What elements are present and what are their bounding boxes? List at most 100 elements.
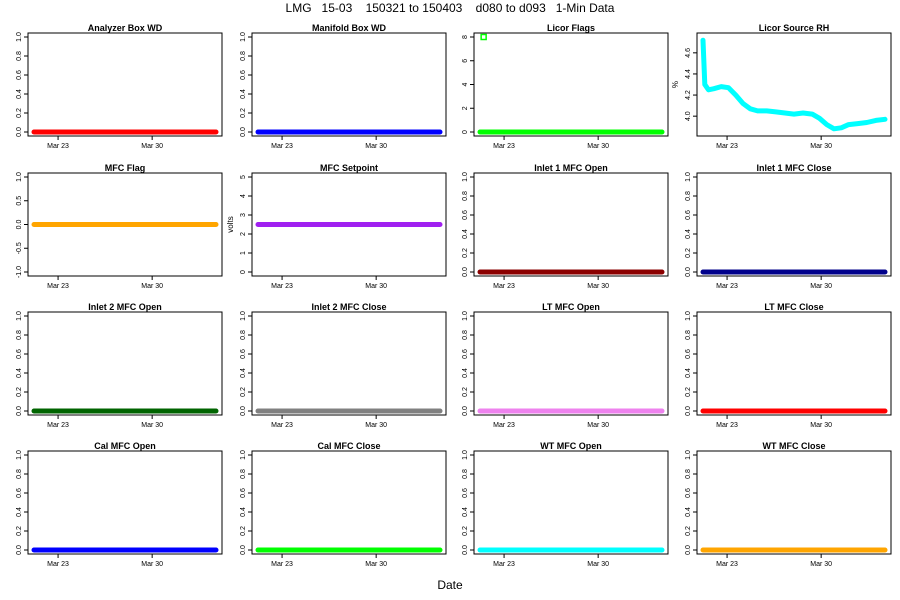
y-tick-label: 4.0 <box>685 111 692 121</box>
data-point <box>480 33 487 41</box>
chart-panel: MFC Setpoint 0 1 2 3 4 5 volts Mar 23 Mar 30 <box>226 163 447 290</box>
y-tick-label: 0.4 <box>240 507 247 517</box>
y-tick-label: 0.0 <box>685 267 692 277</box>
x-tick-label: Mar 30 <box>141 422 163 429</box>
y-tick-label: 0.0 <box>240 545 247 555</box>
x-tick-label: Mar 30 <box>141 561 163 568</box>
y-tick-label: 0.8 <box>685 330 692 340</box>
y-tick-label: 0.0 <box>16 127 23 137</box>
y-tick-label: 1.0 <box>16 311 23 321</box>
y-tick-label: 0.6 <box>462 349 469 359</box>
y-tick-label: 0.8 <box>685 191 692 201</box>
chart-panel: LT MFC Close 0.0 0.2 0.4 0.6 0.8 1.0 Mar 23 Mar … <box>685 302 892 429</box>
y-axis-label: volts <box>226 216 235 232</box>
figure-title: LMG 15-03 150321 to 150403 d080 to d093 … <box>285 1 615 15</box>
x-tick-label: Mar 30 <box>587 422 609 429</box>
y-tick-label: 0.4 <box>16 89 23 99</box>
y-tick-label: 0.8 <box>16 469 23 479</box>
y-tick-label: 0.2 <box>16 108 23 118</box>
y-tick-label: 1.0 <box>240 311 247 321</box>
x-tick-label: Mar 30 <box>587 561 609 568</box>
y-tick-label: 1.0 <box>240 32 247 42</box>
y-tick-label: 4.6 <box>685 48 692 58</box>
y-tick-label: 0.0 <box>462 545 469 555</box>
chart-panel: Inlet 2 MFC Close 0.0 0.2 0.4 0.6 0.8 1.0 Mar 2… <box>240 302 447 429</box>
y-tick-label: 0.4 <box>16 368 23 378</box>
plot-frame <box>27 450 223 555</box>
chart-title: Cal MFC Close <box>317 441 380 451</box>
x-tick-label: Mar 30 <box>365 561 387 568</box>
y-tick-label: 0.2 <box>240 108 247 118</box>
y-tick-label: 0.6 <box>462 488 469 498</box>
y-tick-label: 0.6 <box>240 349 247 359</box>
chart-panel: Analyzer Box WD 0.0 0.2 0.4 0.6 0.8 1.0 Mar 23 M… <box>16 23 223 150</box>
x-tick-label: Mar 23 <box>47 283 69 290</box>
y-tick-label: 0.0 <box>240 127 247 137</box>
y-tick-label: 0.6 <box>685 488 692 498</box>
x-tick-label: Mar 23 <box>271 561 293 568</box>
y-tick-label: 0.6 <box>240 488 247 498</box>
y-tick-label: 0.6 <box>685 349 692 359</box>
chart-title: LT MFC Open <box>542 302 600 312</box>
y-tick-label: 0.8 <box>16 330 23 340</box>
plot-frame <box>696 311 892 416</box>
plot-frame <box>473 450 669 555</box>
y-tick-label: 3 <box>240 213 247 217</box>
chart-panel: WT MFC Open 0.0 0.2 0.4 0.6 0.8 1.0 Mar 23 Mar 3… <box>462 441 669 568</box>
x-tick-label: Mar 30 <box>141 283 163 290</box>
y-tick-label: 0.2 <box>462 387 469 397</box>
y-tick-label: 0.2 <box>462 526 469 536</box>
x-axis-label: Date <box>437 578 463 592</box>
y-tick-label: 0.2 <box>240 387 247 397</box>
y-tick-label: 8 <box>462 35 469 39</box>
plot-frame <box>696 450 892 555</box>
y-tick-label: 0.8 <box>240 330 247 340</box>
chart-panel: Cal MFC Close 0.0 0.2 0.4 0.6 0.8 1.0 Mar 23 Mar… <box>240 441 447 568</box>
y-tick-label: 2 <box>240 232 247 236</box>
y-tick-label: 0.8 <box>685 469 692 479</box>
y-tick-label: 0.2 <box>685 526 692 536</box>
x-tick-label: Mar 30 <box>365 422 387 429</box>
y-tick-label: 0.4 <box>462 368 469 378</box>
y-tick-label: 4.4 <box>685 69 692 79</box>
y-tick-label: 0.6 <box>16 349 23 359</box>
plot-frame <box>473 32 669 137</box>
y-tick-label: 0.0 <box>462 267 469 277</box>
y-tick-label: 4 <box>462 82 469 86</box>
x-tick-label: Mar 30 <box>365 143 387 150</box>
x-tick-label: Mar 30 <box>365 283 387 290</box>
y-tick-label: 0.4 <box>240 89 247 99</box>
plot-frame <box>27 32 223 137</box>
y-tick-label: 5 <box>240 175 247 179</box>
x-tick-label: Mar 23 <box>47 561 69 568</box>
chart-panel: WT MFC Close 0.0 0.2 0.4 0.6 0.8 1.0 Mar 23 Mar … <box>685 441 892 568</box>
plot-frame <box>473 311 669 416</box>
x-tick-label: Mar 23 <box>716 422 738 429</box>
y-tick-label: 0.2 <box>462 248 469 258</box>
chart-panel: Cal MFC Open 0.0 0.2 0.4 0.6 0.8 1.0 Mar 23 Mar … <box>16 441 223 568</box>
plot-frame <box>251 311 447 416</box>
y-tick-label: 0.5 <box>16 196 23 206</box>
chart-panel: MFC Flag -1.0 -0.5 0.0 0.5 1.0 Mar 23 Mar 30 <box>16 163 223 290</box>
x-tick-label: Mar 30 <box>810 143 832 150</box>
y-tick-label: 0.0 <box>16 406 23 416</box>
y-tick-label: 0.4 <box>462 229 469 239</box>
y-tick-label: 1.0 <box>462 450 469 460</box>
x-tick-label: Mar 30 <box>587 283 609 290</box>
chart-title: Manifold Box WD <box>312 23 386 33</box>
y-tick-label: 0.4 <box>240 368 247 378</box>
y-tick-label: 0.8 <box>462 191 469 201</box>
chart-title: MFC Flag <box>105 163 146 173</box>
chart-panel: Licor Source RH 4.0 4.2 4.4 4.6% Mar 23 Mar 30 <box>671 23 892 150</box>
y-tick-label: 0.2 <box>16 526 23 536</box>
plot-frame <box>696 172 892 277</box>
data-series <box>700 37 888 132</box>
x-tick-label: Mar 23 <box>493 283 515 290</box>
y-tick-label: 0.4 <box>462 507 469 517</box>
y-tick-label: -0.5 <box>16 242 23 254</box>
y-tick-label: 1.0 <box>685 450 692 460</box>
y-tick-label: 0.0 <box>462 406 469 416</box>
y-tick-label: 0.6 <box>685 210 692 220</box>
chart-panel: LT MFC Open 0.0 0.2 0.4 0.6 0.8 1.0 Mar 23 Mar 3… <box>462 302 669 429</box>
